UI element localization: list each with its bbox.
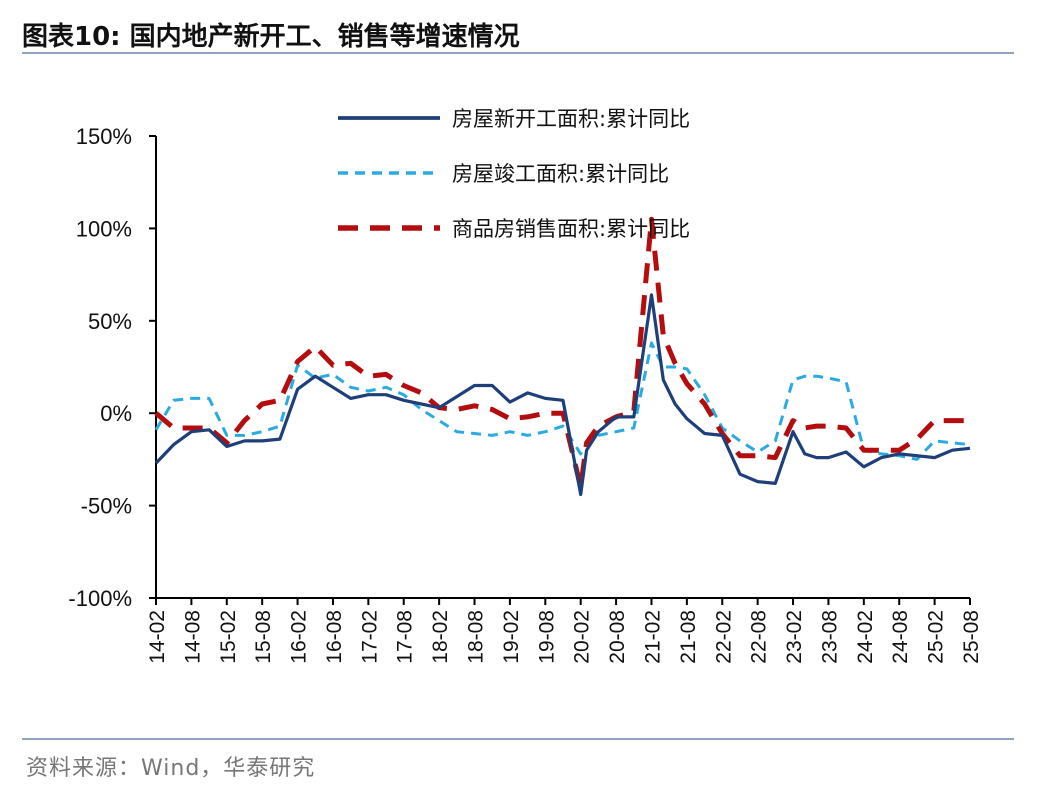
footer-divider (22, 738, 1014, 740)
title-divider (22, 52, 1014, 54)
x-tick-label: 18-02 (429, 610, 452, 664)
y-tick-label: -100% (68, 586, 132, 611)
title-bar: 图表10: 国内地产新开工、销售等增速情况 (22, 12, 1014, 56)
x-tick-label: 17-02 (358, 610, 381, 664)
y-tick-label: 50% (88, 309, 132, 334)
x-tick-label: 23-02 (783, 610, 806, 664)
y-tick-label: 0% (100, 401, 132, 426)
x-tick-label: 20-02 (571, 610, 594, 664)
x-tick-label: 21-02 (641, 610, 664, 664)
x-tick-label: 23-08 (818, 610, 841, 664)
x-tick-label: 16-02 (288, 610, 311, 664)
x-tick-label: 22-08 (748, 610, 771, 664)
x-tick-label: 24-08 (889, 610, 912, 664)
x-tick-label: 15-02 (217, 610, 240, 664)
x-tick-label: 14-08 (181, 610, 204, 664)
source-note: 资料来源：Wind，华泰研究 (26, 756, 316, 781)
x-tick-label: 14-02 (146, 610, 169, 664)
x-tick-label: 19-08 (535, 610, 558, 664)
legend-label-1: 房屋新开工面积:累计同比 (452, 107, 690, 131)
x-tick-label: 24-02 (854, 610, 877, 664)
x-tick-label: 15-08 (252, 610, 275, 664)
x-tick-label: 19-02 (500, 610, 523, 664)
x-tick-label: 25-02 (925, 610, 948, 664)
x-tick-label: 21-08 (677, 610, 700, 664)
x-tick-label: 22-02 (712, 610, 735, 664)
y-tick-label: -50% (81, 494, 132, 519)
x-tick-label: 17-08 (394, 610, 417, 664)
y-tick-label: 150% (76, 124, 132, 149)
figure-title: 图表10: 国内地产新开工、销售等增速情况 (22, 22, 520, 52)
series-line-3 (154, 216, 970, 490)
legend-label-3: 商品房销售面积:累计同比 (452, 217, 690, 241)
y-tick-label: 100% (76, 216, 132, 241)
x-tick-label: 25-08 (960, 610, 983, 664)
axes (155, 136, 970, 599)
x-tick-label: 20-08 (606, 610, 629, 664)
legend-label-2: 房屋竣工面积:累计同比 (452, 162, 669, 186)
series-line-1 (154, 293, 971, 497)
x-tick-label: 16-08 (323, 610, 346, 664)
x-tick-label: 18-08 (465, 610, 488, 664)
